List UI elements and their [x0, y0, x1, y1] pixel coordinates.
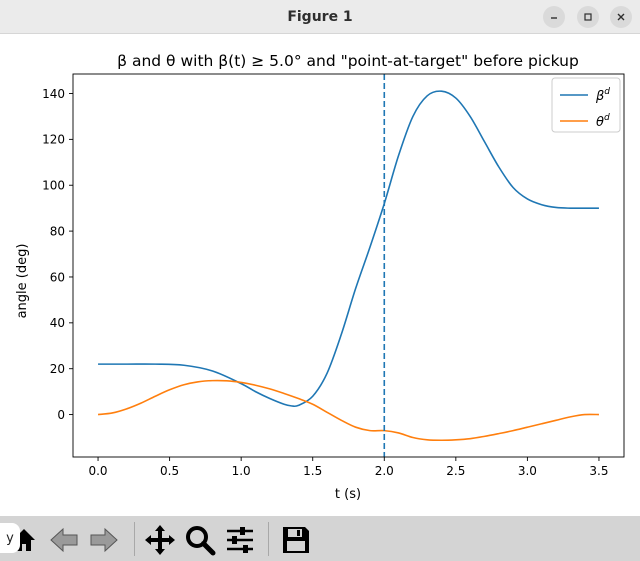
save-icon: [283, 527, 309, 553]
y-axis-label: angle (deg): [15, 244, 30, 319]
close-icon: [617, 13, 625, 21]
zoom-button[interactable]: [184, 524, 216, 556]
pan-icon: [145, 525, 175, 555]
series-line-theta: [97, 379, 599, 442]
minimize-icon: [551, 17, 557, 19]
navigation-toolbar: [0, 516, 640, 561]
toolbar-separator: [134, 522, 135, 556]
y-tick-label: 60: [50, 270, 65, 284]
x-tick-label: 1.0: [232, 464, 251, 478]
x-tick-label: 0.0: [88, 464, 107, 478]
y-tick-label: 100: [42, 179, 65, 193]
forward-arrow-icon: [90, 527, 118, 553]
toolbar-separator: [268, 522, 269, 556]
maximize-button[interactable]: [577, 6, 599, 28]
chart[interactable]: β and θ with β(t) ≥ 5.0° and "point-at-t…: [0, 34, 640, 516]
configure-subplots-icon: [227, 527, 253, 553]
legend-label-theta: θd: [596, 113, 610, 130]
x-tick-label: 0.5: [160, 464, 179, 478]
x-tick-label: 3.5: [589, 464, 608, 478]
legend-box: [551, 77, 621, 133]
minimize-button[interactable]: [543, 6, 565, 28]
y-tick-label: 40: [50, 316, 65, 330]
x-tick-label: 2.0: [375, 464, 394, 478]
x-tick-label: 1.5: [303, 464, 322, 478]
y-tick-label: 140: [42, 87, 65, 101]
configure-subplots-button[interactable]: [224, 524, 256, 556]
y-tick-label: 80: [50, 224, 65, 238]
chart-title: β and θ with β(t) ≥ 5.0° and "point-at-t…: [117, 52, 579, 70]
x-axis-label: t (s): [335, 487, 361, 502]
back-arrow-icon: [50, 527, 78, 553]
zoom-icon: [186, 526, 216, 556]
save-button[interactable]: [280, 524, 312, 556]
back-button[interactable]: [48, 524, 80, 556]
pan-button[interactable]: [144, 524, 176, 556]
x-tick-label: 3.0: [518, 464, 537, 478]
legend-label-beta: βd: [595, 87, 610, 104]
forward-button[interactable]: [88, 524, 120, 556]
maximize-icon: [584, 13, 592, 21]
y-tick-label: 120: [42, 133, 65, 147]
cursor-coordinate-readout: y: [0, 523, 20, 553]
figure-canvas[interactable]: β and θ with β(t) ≥ 5.0° and "point-at-t…: [0, 34, 640, 516]
close-button[interactable]: [610, 6, 632, 28]
window-titlebar: Figure 1: [0, 0, 640, 34]
x-tick-label: 2.5: [446, 464, 465, 478]
y-tick-label: 0: [57, 408, 65, 422]
y-tick-label: 20: [50, 362, 65, 376]
series-line-beta: [98, 90, 599, 408]
plot-frame: [72, 73, 625, 458]
window-title: Figure 1: [287, 9, 353, 25]
